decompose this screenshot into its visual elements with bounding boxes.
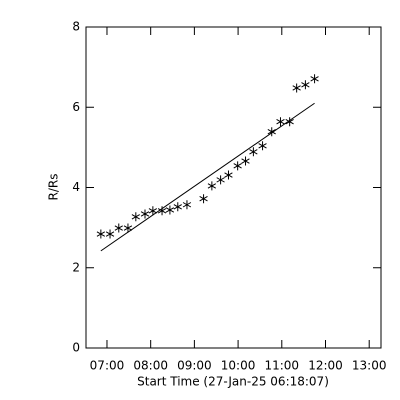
- asterisk-point: [114, 223, 123, 233]
- asterisk-point: [182, 200, 192, 210]
- asterisk-point: [123, 223, 133, 233]
- fit-line: [100, 102, 315, 252]
- x-tick-label: 09:00: [177, 359, 212, 373]
- asterisk-point: [173, 202, 182, 212]
- y-tick-label: 2: [72, 260, 80, 274]
- asterisk-point: [148, 206, 158, 216]
- asterisk-point: [310, 74, 319, 84]
- x-tick-label: 13:00: [352, 359, 387, 373]
- asterisk-point: [267, 127, 276, 137]
- x-tick-label: 11:00: [264, 359, 299, 373]
- x-tick-label: 08:00: [133, 359, 168, 373]
- asterisk-point: [258, 141, 267, 151]
- asterisk-point: [105, 229, 115, 239]
- asterisk-point: [165, 205, 175, 215]
- asterisk-point: [276, 117, 285, 127]
- y-tick-label: 4: [72, 180, 80, 194]
- x-axis-label: Start Time (27-Jan-25 06:18:07): [137, 375, 329, 389]
- x-tick-label: 12:00: [308, 359, 343, 373]
- asterisk-point: [285, 117, 294, 127]
- asterisk-point: [249, 147, 258, 157]
- asterisk-point: [96, 229, 106, 239]
- asterisk-point: [199, 194, 208, 204]
- asterisk-point: [131, 212, 140, 222]
- asterisk-point: [233, 161, 242, 171]
- asterisk-point: [216, 175, 225, 185]
- x-tick-label: 07:00: [90, 359, 125, 373]
- asterisk-point: [241, 156, 250, 166]
- y-tick-label: 0: [72, 341, 80, 355]
- asterisk-point: [157, 206, 167, 216]
- y-tick-label: 6: [72, 100, 80, 114]
- asterisk-point: [292, 83, 301, 93]
- y-axis-label: R/Rs: [47, 174, 61, 201]
- asterisk-point: [301, 80, 310, 90]
- asterisk-point: [140, 209, 150, 219]
- x-tick-label: 10:00: [221, 359, 256, 373]
- y-tick-label: 8: [72, 20, 80, 34]
- asterisk-point: [224, 170, 233, 180]
- asterisk-point: [207, 181, 217, 191]
